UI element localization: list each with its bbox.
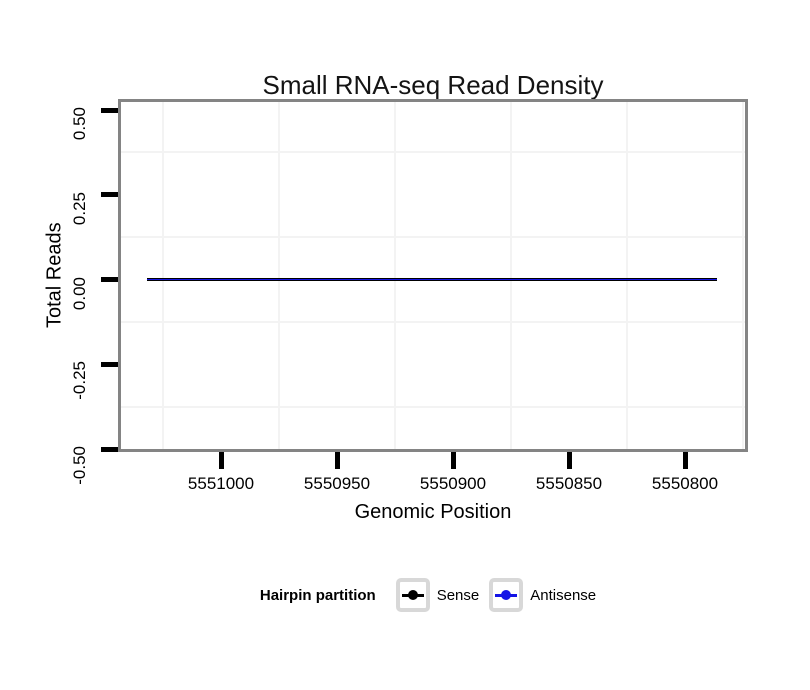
x-tick-label: 5550800 [651,474,719,493]
x-axis-title: Genomic Position [354,501,512,523]
x-axis-tick [682,452,688,469]
minor-gridline-x [278,102,280,449]
minor-gridline-y [121,320,745,323]
y-axis-tick [101,277,118,282]
x-axis-tick [450,452,456,469]
legend-title: Hairpin partition [259,586,376,604]
y-tick-label: -0.25 [70,361,89,400]
minor-gridline-x [510,102,512,449]
legend-key-point-sense [407,590,418,600]
x-tick-label: 5550900 [419,474,487,493]
legend-item-sense: Sense [395,578,480,612]
y-tick-label: 0.25 [70,191,89,225]
y-axis-tick [101,361,118,367]
legend-key-point-antisense [501,590,512,600]
legend-key-antisense [489,578,524,612]
minor-gridline-y [121,236,745,239]
y-tick-label: 0.00 [70,276,89,310]
y-axis-title: Total Reads [43,222,66,329]
series-line-antisense [146,278,718,281]
minor-gridline-x [742,102,744,449]
minor-gridline-x [394,102,396,449]
legend-key-sense [395,578,430,612]
y-axis-tick [101,192,118,198]
x-axis-tick [334,452,340,469]
x-axis-tick [218,452,224,469]
x-tick-label: 5550850 [535,474,603,493]
minor-gridline-y [121,151,745,154]
y-tick-label: -0.50 [70,446,89,485]
minor-gridline-y [121,405,745,408]
y-axis-tick [101,446,118,452]
y-axis-tick [101,107,118,113]
x-tick-label: 5551000 [187,474,255,493]
legend: Hairpin partition Sense Antisense [0,578,810,612]
minor-gridline-x [626,102,628,449]
x-tick-label: 5550950 [303,474,371,493]
legend-label-antisense: Antisense [530,586,597,604]
legend-item-antisense: Antisense [489,578,596,612]
y-tick-label: 0.50 [70,107,89,141]
legend-label-sense: Sense [436,586,480,604]
x-axis-tick [566,452,572,469]
minor-gridline-x [162,102,164,449]
chart-title: Small RNA-seq Read Density [262,70,604,100]
